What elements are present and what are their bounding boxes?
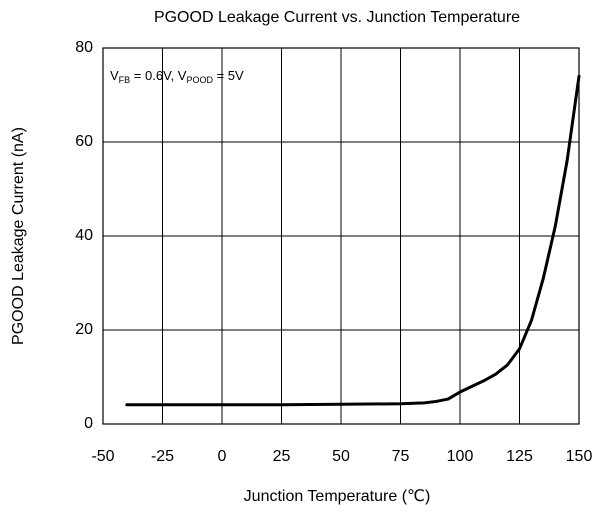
y-tick-label: 20: [75, 321, 93, 338]
annotation-subscript: POOD: [186, 75, 213, 85]
x-tick-label: 100: [447, 448, 474, 465]
annotation-subscript: FB: [119, 75, 131, 85]
x-tick-label: 25: [273, 448, 291, 465]
y-tick-label: 0: [84, 415, 93, 432]
x-tick-label: 0: [218, 448, 227, 465]
x-axis-label: Junction Temperature (℃): [244, 488, 431, 505]
annotation: VFB = 0.6V, VPOOD = 5V: [110, 68, 244, 85]
x-tick-label: -50: [91, 448, 114, 465]
x-tick-label: 75: [392, 448, 410, 465]
x-tick-label: 150: [566, 448, 593, 465]
data-line: [125, 74, 581, 407]
y-tick-label: 80: [75, 39, 93, 56]
x-tick-label: -25: [151, 448, 174, 465]
x-tick-label: 50: [332, 448, 350, 465]
annotation-text: V: [110, 68, 119, 83]
annotation-text: = 0.6V, V: [130, 68, 187, 83]
annotation-text: = 5V: [213, 68, 244, 83]
y-axis-label: PGOOD Leakage Current (nA): [10, 127, 27, 345]
plot-frame: [102, 47, 580, 425]
x-tick-label: 125: [506, 448, 533, 465]
y-tick-label: 40: [75, 227, 93, 244]
y-tick-label: 60: [75, 133, 93, 150]
chart-title: PGOOD Leakage Current vs. Junction Tempe…: [154, 9, 520, 26]
